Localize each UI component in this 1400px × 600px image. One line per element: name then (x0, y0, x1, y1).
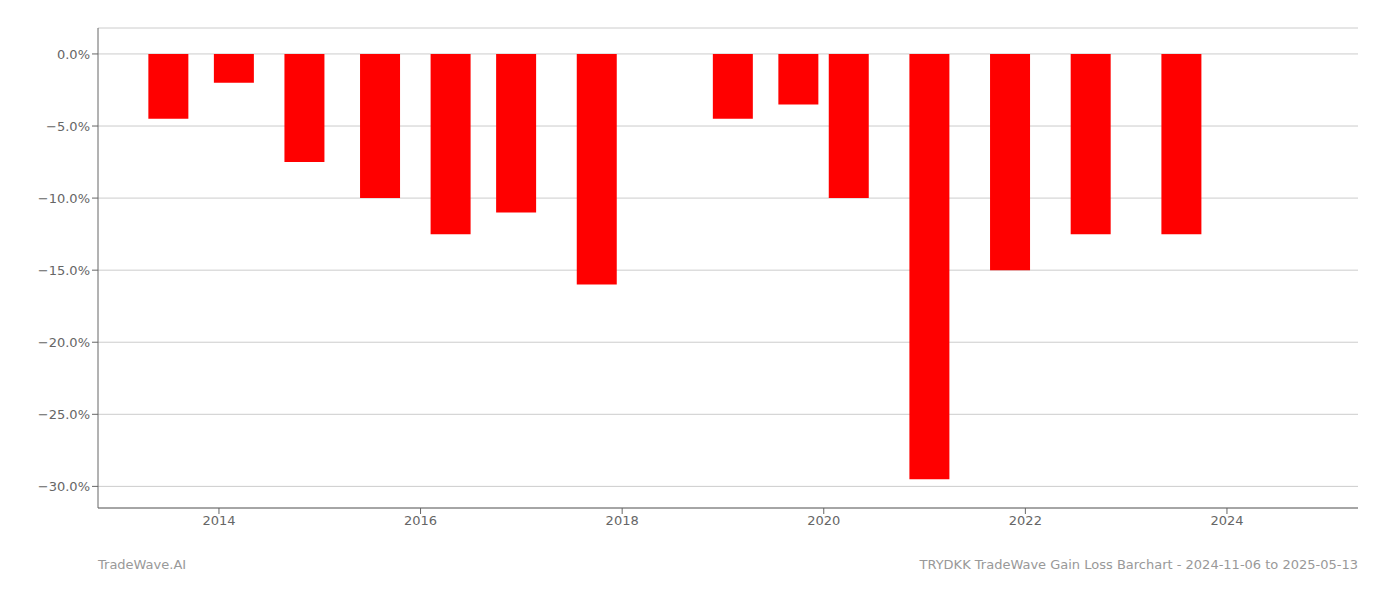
svg-text:−10.0%: −10.0% (38, 191, 90, 206)
svg-text:−5.0%: −5.0% (46, 119, 90, 134)
svg-text:−25.0%: −25.0% (38, 407, 90, 422)
svg-text:0.0%: 0.0% (57, 47, 90, 62)
svg-text:2016: 2016 (404, 513, 437, 528)
svg-text:2020: 2020 (807, 513, 840, 528)
svg-text:2022: 2022 (1009, 513, 1042, 528)
svg-text:−30.0%: −30.0% (38, 479, 90, 494)
svg-text:2018: 2018 (606, 513, 639, 528)
svg-text:−15.0%: −15.0% (38, 263, 90, 278)
html-text:TradeWave.AI: TradeWave.AI (98, 557, 187, 572)
html-text:TRYDKK TradeWave Gain Loss Bar: TRYDKK TradeWave Gain Loss Barchart - 20… (919, 557, 1358, 572)
svg-text:−20.0%: −20.0% (38, 335, 90, 350)
svg-text:2024: 2024 (1210, 513, 1243, 528)
svg-text:2014: 2014 (202, 513, 235, 528)
